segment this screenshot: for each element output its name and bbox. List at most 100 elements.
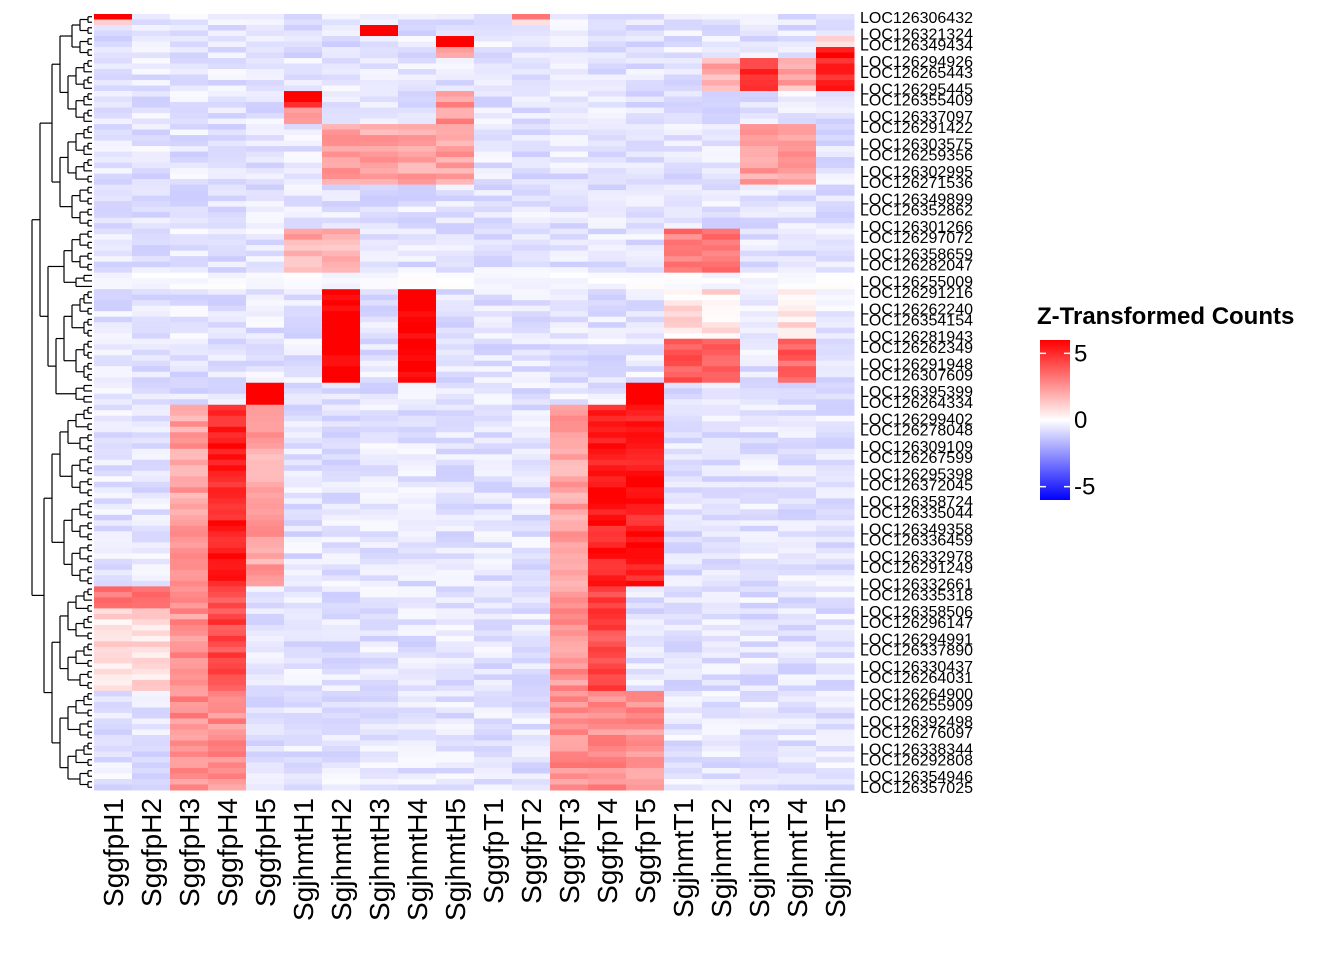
heatmap-cell (740, 338, 779, 345)
heatmap-cell (512, 674, 551, 681)
heatmap-cell (208, 685, 247, 692)
heatmap-cell (436, 767, 475, 774)
heatmap-cell (132, 432, 171, 439)
heatmap-cell (170, 652, 209, 659)
heatmap-cell (208, 751, 247, 758)
heatmap-cell (702, 591, 741, 598)
heatmap-cell (170, 492, 209, 499)
heatmap-cell (132, 740, 171, 747)
heatmap-cell (246, 311, 285, 318)
heatmap-cell (664, 459, 703, 466)
heatmap-cell (436, 382, 475, 389)
heatmap-cell (474, 162, 513, 169)
heatmap-cell (702, 366, 741, 373)
heatmap-cell (322, 751, 361, 758)
heatmap-cell (778, 305, 817, 312)
heatmap-cell (664, 267, 703, 274)
heatmap-cell (740, 432, 779, 439)
heatmap-cell (778, 52, 817, 59)
heatmap-cell (246, 129, 285, 136)
heatmap-cell (284, 586, 323, 593)
heatmap-cell (132, 641, 171, 648)
heatmap-cell (246, 316, 285, 323)
heatmap-cell (360, 366, 399, 373)
heatmap-cell (170, 547, 209, 554)
heatmap-cell (436, 173, 475, 180)
heatmap-cell (626, 641, 665, 648)
heatmap-cell (132, 344, 171, 351)
heatmap-cell (512, 63, 551, 70)
heatmap-cell (170, 751, 209, 758)
heatmap-cell (474, 393, 513, 400)
heatmap-cell (474, 553, 513, 560)
heatmap-cell (94, 179, 133, 186)
column-label: SggfpT2 (516, 798, 547, 904)
heatmap-cell (778, 415, 817, 422)
heatmap-cell (436, 586, 475, 593)
heatmap-cell (132, 294, 171, 301)
heatmap-cell (360, 355, 399, 362)
heatmap-cell (664, 575, 703, 582)
heatmap-cell (816, 498, 855, 505)
heatmap-cell (170, 767, 209, 774)
heatmap-cell (740, 487, 779, 494)
heatmap-cell (626, 630, 665, 637)
heatmap-cell (322, 410, 361, 417)
heatmap-cell (360, 635, 399, 642)
heatmap-cell (816, 745, 855, 752)
heatmap-cell (436, 322, 475, 329)
heatmap-cell (94, 652, 133, 659)
heatmap-cell (208, 564, 247, 571)
heatmap-cell (664, 657, 703, 664)
heatmap-cell (94, 377, 133, 384)
heatmap-cell (208, 696, 247, 703)
heatmap-cell (550, 426, 589, 433)
row-label: LOC126301266 (860, 219, 973, 236)
heatmap-cell (588, 602, 627, 609)
heatmap-cell (512, 283, 551, 290)
heatmap-cell (284, 113, 323, 120)
heatmap-cell (550, 300, 589, 307)
heatmap-cell (132, 30, 171, 37)
heatmap-cell (778, 723, 817, 730)
heatmap-cell (360, 30, 399, 37)
heatmap-cell (588, 734, 627, 741)
heatmap-cell (132, 454, 171, 461)
heatmap-cell (740, 465, 779, 472)
heatmap-cell (550, 767, 589, 774)
heatmap-cell (816, 162, 855, 169)
heatmap-cell (436, 162, 475, 169)
heatmap-cell (778, 151, 817, 158)
heatmap-cell (284, 223, 323, 230)
heatmap-cell (702, 657, 741, 664)
heatmap-cell (170, 630, 209, 637)
heatmap-cell (398, 465, 437, 472)
heatmap-cell (94, 267, 133, 274)
heatmap-cell (512, 443, 551, 450)
heatmap-cell (702, 234, 741, 241)
heatmap-cell (702, 85, 741, 92)
heatmap-cell (512, 393, 551, 400)
heatmap-cell (740, 173, 779, 180)
heatmap-cell (208, 294, 247, 301)
heatmap-cell (208, 520, 247, 527)
heatmap-cell (664, 404, 703, 411)
heatmap-cell (170, 525, 209, 532)
heatmap-cell (360, 685, 399, 692)
heatmap-cell (436, 140, 475, 147)
heatmap-cell (474, 443, 513, 450)
heatmap-cell (588, 756, 627, 763)
heatmap-cell (246, 151, 285, 158)
heatmap-cell (360, 487, 399, 494)
heatmap-cell (94, 415, 133, 422)
heatmap-cell (246, 509, 285, 516)
heatmap-cell (94, 767, 133, 774)
heatmap-cell (474, 729, 513, 736)
heatmap-cell (778, 278, 817, 285)
heatmap-cell (626, 580, 665, 587)
heatmap-cell (94, 195, 133, 202)
heatmap-cell (664, 338, 703, 345)
heatmap-cell (702, 646, 741, 653)
heatmap-cell (284, 311, 323, 318)
heatmap-cell (284, 580, 323, 587)
